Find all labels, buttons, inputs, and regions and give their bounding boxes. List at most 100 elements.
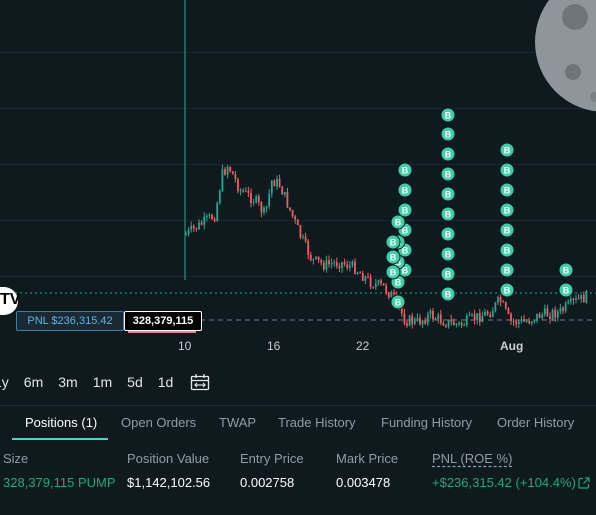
column-header-mark-price[interactable]: Mark Price [336, 451, 399, 466]
candle-body [577, 298, 580, 300]
candle-body [465, 315, 468, 325]
buy-marker [499, 222, 515, 238]
column-header-pnl[interactable]: PNL (ROE %) [432, 451, 513, 466]
candle-body [190, 225, 193, 230]
candle-body [304, 236, 307, 241]
timeframe-5d[interactable]: 5d [127, 374, 143, 390]
candle-body [569, 298, 572, 302]
candle-body [439, 314, 442, 324]
position-size[interactable]: 328,379,115 PUMP [3, 475, 116, 490]
candle-body [192, 225, 195, 229]
candle-body [554, 309, 557, 318]
buy-marker-label: B [504, 186, 511, 196]
candle-body [382, 283, 385, 286]
candle-body [582, 294, 585, 303]
candle-body [546, 308, 549, 317]
buy-marker-label: B [563, 266, 570, 276]
share-icon[interactable] [578, 476, 590, 489]
candle-body [468, 314, 471, 316]
candle-body [273, 180, 276, 187]
candle-body [187, 229, 190, 235]
candle-body [218, 190, 221, 203]
column-header-position-value[interactable]: Position Value [127, 451, 210, 466]
candle-body [528, 321, 531, 324]
candle-body [294, 216, 297, 220]
candle-body [255, 196, 258, 203]
candle-body [278, 178, 281, 187]
candle-body [281, 186, 284, 195]
candle-body [390, 292, 393, 298]
timeframe-3m[interactable]: 3m [58, 374, 78, 390]
tab-positions[interactable]: Positions (1) [25, 415, 98, 430]
candle-body [226, 166, 229, 175]
candle-body [216, 202, 219, 222]
candle-body [200, 222, 203, 225]
buy-marker-label: B [563, 286, 570, 296]
candle-body [229, 166, 232, 172]
candle-body [507, 308, 510, 314]
candle-body [286, 191, 289, 208]
buy-marker-label: B [504, 226, 511, 236]
price-chart[interactable]: BBBBBBBBBBBBBBBBBBBBBBBBBBBBBBBBBB TV PN… [0, 0, 596, 360]
timeframe-1d[interactable]: 1d [157, 374, 174, 390]
candle-body [307, 240, 310, 255]
candle-body [221, 169, 224, 191]
buy-marker-label: B [445, 270, 452, 280]
tradingview-logo: TV [0, 287, 20, 315]
candle-body [265, 206, 268, 208]
buy-marker-label: B [445, 111, 452, 121]
candle-body [198, 222, 200, 230]
timeframe-1y[interactable]: 1y [0, 374, 9, 390]
mark-price: 0.003478 [336, 475, 391, 490]
candle-body [504, 302, 507, 309]
candle-body [450, 319, 453, 322]
candle-body [419, 317, 421, 325]
section-divider [0, 405, 596, 406]
calendar-range-icon[interactable] [190, 373, 210, 391]
candle-body [416, 317, 419, 319]
moon-decoration [535, 0, 596, 127]
candle-body [543, 308, 546, 315]
candle-body [478, 313, 481, 323]
candle-body [585, 290, 588, 303]
tab-order-history[interactable]: Order History [497, 415, 575, 430]
candle-body [359, 272, 362, 274]
candle-body [533, 320, 536, 322]
column-header-size[interactable]: Size [3, 451, 29, 466]
tab-twap[interactable]: TWAP [219, 415, 257, 430]
candle-body [354, 261, 356, 274]
candle-body [237, 179, 239, 192]
tab-trade-history[interactable]: Trade History [278, 415, 356, 430]
candle-body [486, 311, 489, 315]
candle-body [476, 313, 479, 321]
candle-body [432, 310, 434, 320]
tab-funding-history[interactable]: Funding History [381, 415, 473, 430]
tab-open-orders[interactable]: Open Orders [121, 415, 197, 430]
buy-marker [440, 266, 456, 282]
candle-body [473, 314, 476, 321]
candle-body [211, 215, 213, 220]
candle-body [338, 266, 341, 268]
buy-marker-label: B [445, 290, 452, 300]
candle-body [471, 314, 473, 316]
candle-body [333, 262, 336, 264]
candle-body [403, 313, 406, 324]
candle-body [320, 260, 323, 263]
candle-body [455, 323, 458, 326]
buy-marker [385, 264, 401, 280]
candle-body [364, 276, 367, 281]
buy-marker-label: B [390, 268, 397, 278]
pnl-price-tag: PNL $236,315.42 [16, 311, 124, 331]
buy-marker-label: B [504, 246, 511, 256]
candle-body [512, 320, 515, 322]
candles-layer: BBBBBBBBBBBBBBBBBBBBBBBBBBBBBBBBBB [0, 0, 596, 329]
timeframe-1m[interactable]: 1m [92, 374, 113, 390]
candle-body [580, 294, 583, 300]
timeframe-6m[interactable]: 6m [23, 374, 44, 390]
size-tag-underline [128, 331, 196, 333]
candle-body [494, 302, 497, 311]
candle-body [203, 216, 206, 225]
column-header-entry-price[interactable]: Entry Price [240, 451, 304, 466]
buy-marker-label: B [402, 166, 409, 176]
candle-body [351, 261, 354, 266]
